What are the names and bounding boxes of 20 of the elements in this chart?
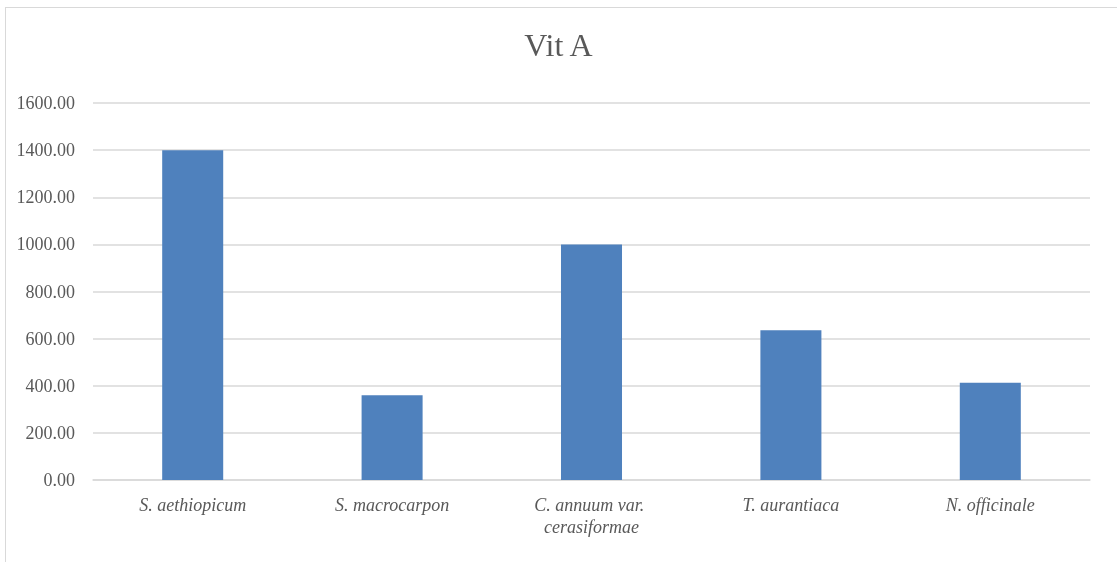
x-tick-label: T. aurantiaca (742, 495, 840, 515)
y-tick-label: 1400.00 (16, 140, 75, 161)
bar (760, 330, 822, 480)
bar (560, 244, 623, 480)
y-tick-label: 0.00 (43, 470, 75, 490)
y-tick-label: 600.00 (25, 328, 75, 349)
y-tick-label: 800.00 (25, 281, 75, 302)
bar (361, 395, 423, 480)
y-tick-label: 400.00 (25, 375, 75, 396)
chart-title: Vit A (524, 27, 593, 63)
x-tick-label: S. aethiopicum (139, 495, 247, 515)
y-tick-label: 1000.00 (16, 234, 75, 255)
y-tick-label: 200.00 (25, 422, 75, 443)
x-tick-label: C. annuum var. cerasiformae (534, 495, 649, 537)
y-tick-label: 1600.00 (16, 93, 75, 113)
y-tick-label: 1200.00 (16, 187, 75, 208)
x-tick-label: N. officinale (944, 495, 1035, 515)
bar (959, 382, 1021, 480)
x-tick-label: S. macrocarpon (334, 495, 450, 515)
bar (162, 150, 224, 480)
